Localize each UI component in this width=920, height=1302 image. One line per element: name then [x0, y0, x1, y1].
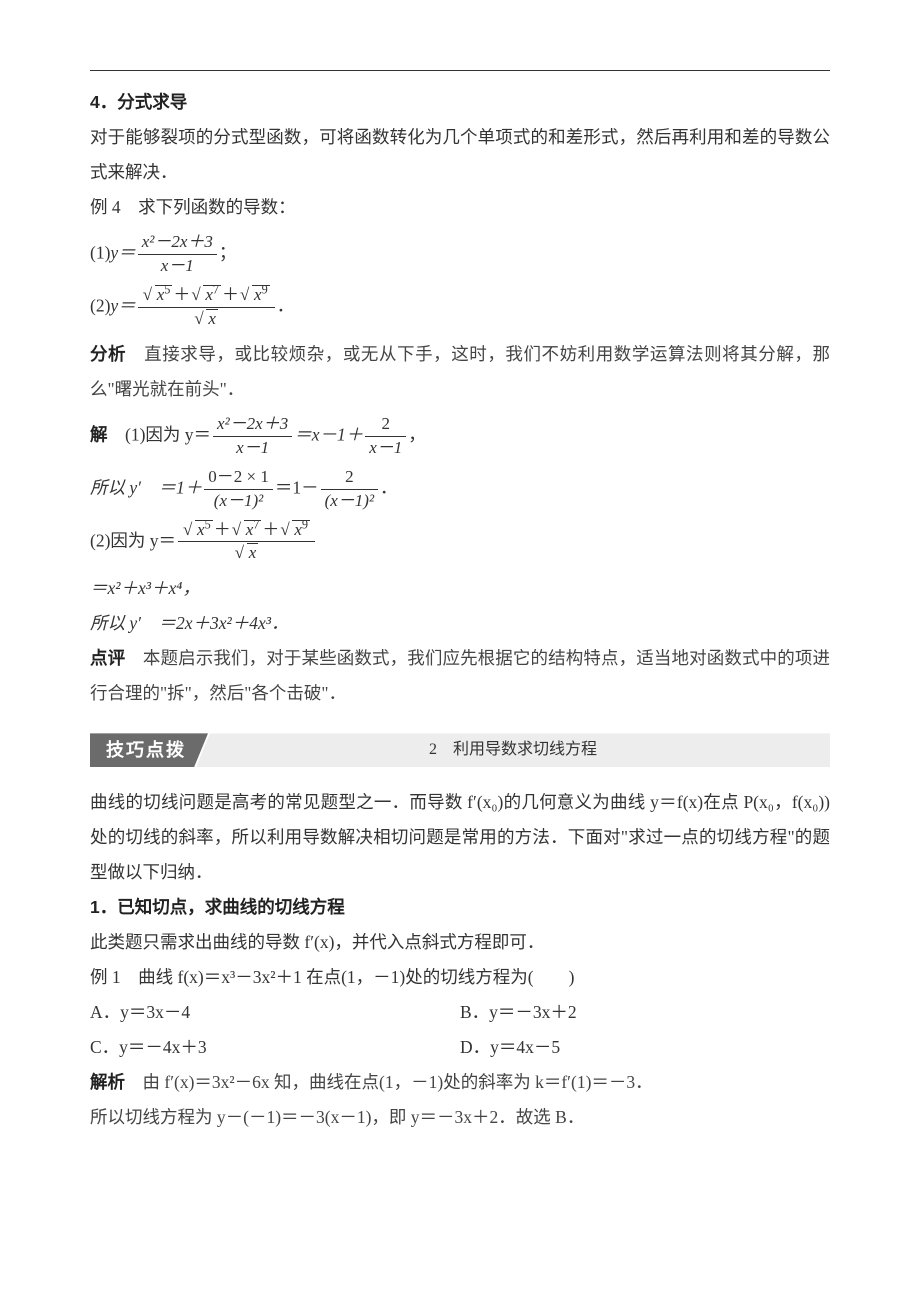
solve2-frac: x5＋x7＋x9 x — [178, 519, 315, 566]
choice-a: A．y＝3x－4 — [90, 995, 460, 1030]
sqrt-x9-icon: x9 — [240, 284, 270, 307]
so-line: 所以 y′ ＝1＋ 0－2 × 1 (x－1)² ＝1－ 2 (x－1)² ． — [90, 466, 830, 513]
ex4-eq1-prefix: (1) — [90, 242, 110, 262]
rad-x5-exp: 5 — [164, 282, 170, 296]
solve1-prefix: (1)因为 y＝ — [108, 424, 212, 444]
analysis-para: 分析 直接求导，或比较烦杂，或无从下手，这时，我们不妨利用数学运算法则将其分解，… — [90, 337, 830, 407]
solve1-line: 解 (1)因为 y＝ x²－2x＋3 x－1 ＝x－1＋ 2 x－1 ， — [90, 413, 830, 460]
solution-line2: 所以切线方程为 y－(－1)＝－3(x－1)，即 y＝－3x＋2．故选 B． — [90, 1100, 830, 1135]
ex4-eq2-prefix: (2) — [90, 295, 110, 315]
poly-line: ＝x²＋x³＋x⁴， — [90, 571, 830, 606]
solve1-frac: x²－2x＋3 x－1 — [213, 413, 292, 460]
ex4-eq1-semi: ； — [219, 242, 237, 262]
solve1-comma: ， — [408, 424, 426, 444]
solution-text: 由 f′(x)＝3x²－6x 知，曲线在点(1，－1)处的斜率为 k＝f′(1)… — [125, 1072, 653, 1092]
analysis-text: 直接求导，或比较烦杂，或无从下手，这时，我们不妨利用数学运算法则将其分解，那么"… — [90, 344, 830, 399]
section-4-para: 对于能够裂项的分式型函数，可将函数转化为几个单项式的和差形式，然后再利用和差的导… — [90, 120, 830, 190]
rad2-x-den: x — [247, 543, 259, 563]
sqrt2-x7-icon: x7 — [232, 519, 262, 542]
solution-para: 解析 由 f′(x)＝3x²－6x 知，曲线在点(1，－1)处的斜率为 k＝f′… — [90, 1065, 830, 1100]
rad-x9: x — [254, 285, 262, 304]
so-tail-den: (x－1)² — [321, 490, 378, 513]
solve1-eq: ＝x－1＋ — [294, 424, 363, 444]
ex4-eq1-frac: x²－2x＋3 x－1 — [138, 231, 217, 278]
so-tail-num: 2 — [321, 466, 378, 490]
solve1-tail-frac: 2 x－1 — [365, 413, 406, 460]
analysis-label: 分析 — [90, 344, 126, 364]
section-banner: 技巧点拨 2 利用导数求切线方程 — [90, 733, 830, 767]
rad2-x9-exp: 9 — [302, 517, 308, 531]
comment-para: 点评 本题启示我们，对于某些函数式，我们应先根据它的结构特点，适当地对函数式中的… — [90, 641, 830, 711]
rad-x7-exp: 7 — [213, 282, 219, 296]
choice-d: D．y＝4x－5 — [460, 1030, 830, 1065]
section-4-title-text: 4．分式求导 — [90, 92, 187, 112]
comment-text: 本题启示我们，对于某些函数式，我们应先根据它的结构特点，适当地对函数式中的项进行… — [90, 648, 830, 703]
rad-x-den: x — [206, 309, 218, 329]
solve1-num: x²－2x＋3 — [213, 413, 292, 437]
section-4-title: 4．分式求导 — [90, 85, 830, 120]
solve1-tail-num: 2 — [365, 413, 406, 437]
choice-b: B．y＝－3x＋2 — [460, 995, 830, 1030]
rad2-x5: x — [197, 520, 205, 539]
tangent-h1-text: 1．已知切点，求曲线的切线方程 — [90, 897, 345, 917]
solve2-prefix: (2)因为 y＝ — [90, 530, 176, 550]
tangent-h1: 1．已知切点，求曲线的切线方程 — [90, 890, 830, 925]
sqrt-x5-icon: x5 — [143, 284, 173, 307]
ex4-eq2-den: x — [138, 308, 275, 331]
comment-label: 点评 — [90, 648, 125, 668]
ex4-eq2-lhs: y＝ — [110, 295, 135, 315]
ex4-eq2-period: ． — [277, 295, 295, 315]
sqrt2-x5-icon: x5 — [183, 519, 213, 542]
so-period: ． — [380, 477, 398, 497]
ex4-eq2-frac: x5＋x7＋x9 x — [138, 284, 275, 331]
top-rule — [90, 70, 830, 71]
ex4-eq2-num: x5＋x7＋x9 — [138, 284, 275, 308]
page: 4．分式求导 对于能够裂项的分式型函数，可将函数转化为几个单项式的和差形式，然后… — [0, 0, 920, 1302]
rad-x9-exp: 9 — [262, 282, 268, 296]
rad2-x5-exp: 5 — [205, 517, 211, 531]
sqrt-x-icon: x — [194, 308, 218, 331]
choice-c: C．y＝－4x＋3 — [90, 1030, 460, 1065]
solve1-den: x－1 — [213, 437, 292, 460]
banner-tail: 2 利用导数求切线方程 — [196, 733, 830, 767]
sqrt2-x9-icon: x9 — [280, 519, 310, 542]
example-1-label: 例 1 曲线 f(x)＝x³－3x²＋1 在点(1，－1)处的切线方程为( ) — [90, 960, 830, 995]
solve2-num: x5＋x7＋x9 — [178, 519, 315, 543]
so-eq: ＝1－ — [275, 477, 319, 497]
deriv-line: 所以 y′ ＝2x＋3x²＋4x³． — [90, 606, 830, 641]
so-frac: 0－2 × 1 (x－1)² — [204, 466, 273, 513]
so-tail-frac: 2 (x－1)² — [321, 466, 378, 513]
example-4-label: 例 4 求下列函数的导数： — [90, 190, 830, 225]
sqrt-x7-icon: x7 — [191, 284, 221, 307]
solve2-line: (2)因为 y＝ x5＋x7＋x9 x — [90, 519, 830, 566]
rad-x7: x — [205, 285, 213, 304]
banner-lead: 技巧点拨 — [90, 733, 208, 767]
tangent-intro: 曲线的切线问题是高考的常见题型之一．而导数 f′(x₀)的几何意义为曲线 y＝f… — [90, 785, 830, 890]
rad2-x9: x — [294, 520, 302, 539]
solution-label: 解析 — [90, 1072, 125, 1092]
so-den: (x－1)² — [204, 490, 273, 513]
ex4-eq1-num: x²－2x＋3 — [138, 231, 217, 255]
so-num: 0－2 × 1 — [204, 466, 273, 490]
tangent-h1-desc: 此类题只需求出曲线的导数 f′(x)，并代入点斜式方程即可． — [90, 925, 830, 960]
ex4-eq1-den: x－1 — [138, 255, 217, 278]
sqrt2-x-icon: x — [235, 542, 259, 565]
ex4-eq1-lhs: y＝ — [110, 242, 135, 262]
ex4-eq1: (1)y＝ x²－2x＋3 x－1 ； — [90, 231, 830, 278]
ex4-eq2: (2)y＝ x5＋x7＋x9 x ． — [90, 284, 830, 331]
solve1-tail-den: x－1 — [365, 437, 406, 460]
solve2-den: x — [178, 542, 315, 565]
choice-list: A．y＝3x－4 B．y＝－3x＋2 C．y＝－4x＋3 D．y＝4x－5 — [90, 995, 830, 1065]
solve-label: 解 — [90, 424, 108, 444]
so-label: 所以 y′ ＝1＋ — [90, 477, 202, 497]
rad2-x7-exp: 7 — [253, 517, 259, 531]
